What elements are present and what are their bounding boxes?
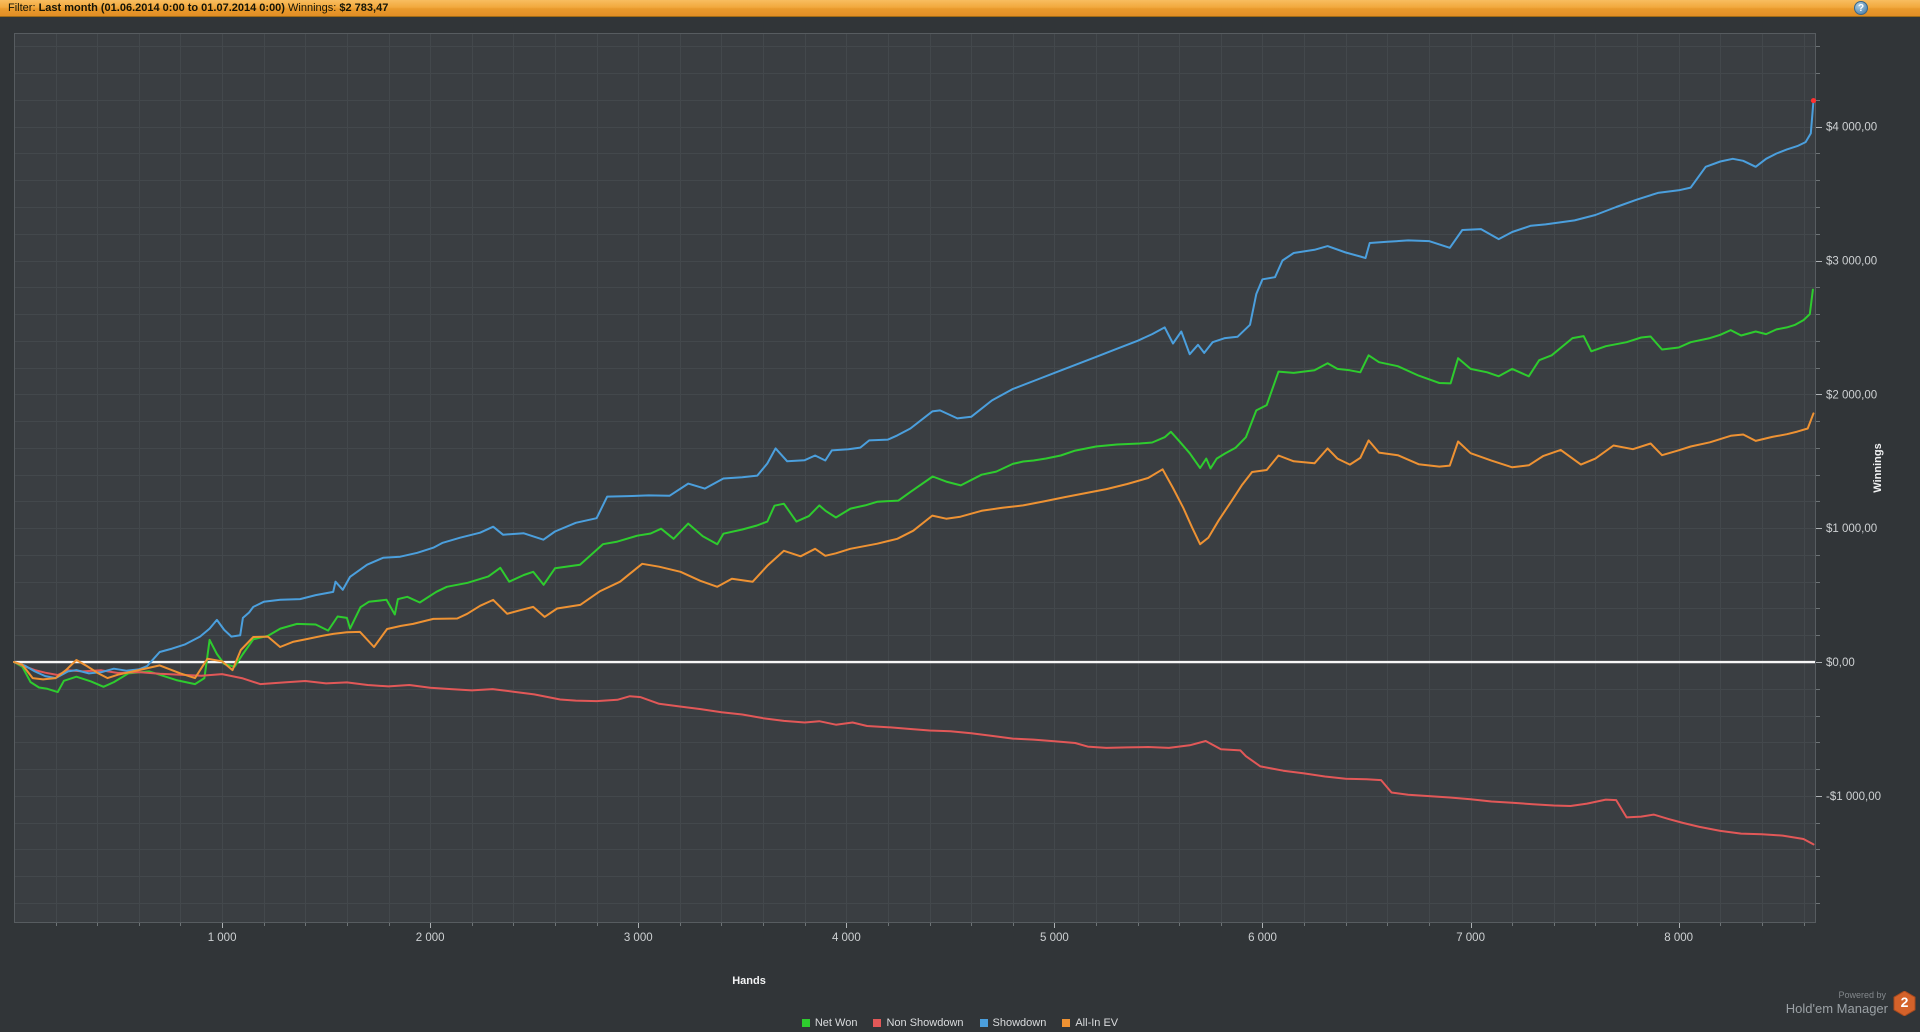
legend-item-showdown[interactable]: Showdown xyxy=(980,1017,1047,1029)
legend-label: All-In EV xyxy=(1075,1017,1118,1029)
legend-label: Net Won xyxy=(815,1017,858,1029)
legend-label: Showdown xyxy=(993,1017,1047,1029)
powered-by-text: Powered by xyxy=(1786,990,1886,1000)
legend-swatch-icon xyxy=(802,1019,810,1027)
winnings-graph: 1 000 2 000 3 000 4 000 5 000 6 000 7 000 8 000… xyxy=(0,17,1920,1018)
x-axis-title: Hands xyxy=(714,975,784,987)
svg-text:2 000: 2 000 xyxy=(416,932,445,944)
svg-text:6 000: 6 000 xyxy=(1248,932,1277,944)
svg-text:5 000: 5 000 xyxy=(1040,932,1069,944)
powered-by-brand: Powered by Hold'em Manager 2 xyxy=(1786,990,1916,1016)
svg-text:3 000: 3 000 xyxy=(624,932,653,944)
svg-text:$1 000,00: $1 000,00 xyxy=(1826,523,1877,535)
chart-legend: Net Won Non Showdown Showdown All-In EV xyxy=(0,1014,1920,1032)
svg-text:8 000: 8 000 xyxy=(1664,932,1693,944)
plot-background xyxy=(14,33,1816,923)
svg-text:1 000: 1 000 xyxy=(208,932,237,944)
winnings-value: $2 783,47 xyxy=(339,0,388,17)
legend-item-net-won[interactable]: Net Won xyxy=(802,1017,858,1029)
svg-text:$4 000,00: $4 000,00 xyxy=(1826,122,1877,134)
hm2-logo-icon: 2 xyxy=(1893,991,1916,1016)
legend-label: Non Showdown xyxy=(886,1017,963,1029)
legend-swatch-icon xyxy=(1062,1019,1070,1027)
winnings-label: Winnings: xyxy=(285,0,339,17)
svg-text:7 000: 7 000 xyxy=(1456,932,1485,944)
filter-label: Filter: xyxy=(8,0,39,17)
x-axis-labels: 1 000 2 000 3 000 4 000 5 000 6 000 7 000 8 000 xyxy=(208,932,1693,944)
y-axis-title: Winnings xyxy=(1872,433,1884,503)
svg-text:$2 000,00: $2 000,00 xyxy=(1826,389,1877,401)
svg-text:$3 000,00: $3 000,00 xyxy=(1826,256,1877,268)
legend-item-all-in-ev[interactable]: All-In EV xyxy=(1062,1017,1118,1029)
svg-text:$0,00: $0,00 xyxy=(1826,657,1855,669)
filter-bar: Filter: Last month (01.06.2014 0:00 to 0… xyxy=(0,0,1920,17)
chart-canvas: 1 000 2 000 3 000 4 000 5 000 6 000 7 000 8 000… xyxy=(0,17,1920,1018)
help-icon[interactable]: ? xyxy=(1854,1,1868,15)
hm2-badge-number: 2 xyxy=(1893,994,1916,1010)
legend-swatch-icon xyxy=(873,1019,881,1027)
last-point-marker xyxy=(1811,98,1816,103)
legend-swatch-icon xyxy=(980,1019,988,1027)
legend-item-non-showdown[interactable]: Non Showdown xyxy=(873,1017,963,1029)
svg-text:4 000: 4 000 xyxy=(832,932,861,944)
filter-value: Last month (01.06.2014 0:00 to 01.07.201… xyxy=(39,0,285,17)
svg-text:-$1 000,00: -$1 000,00 xyxy=(1826,791,1881,803)
brand-name: Hold'em Manager xyxy=(1786,1001,1888,1016)
